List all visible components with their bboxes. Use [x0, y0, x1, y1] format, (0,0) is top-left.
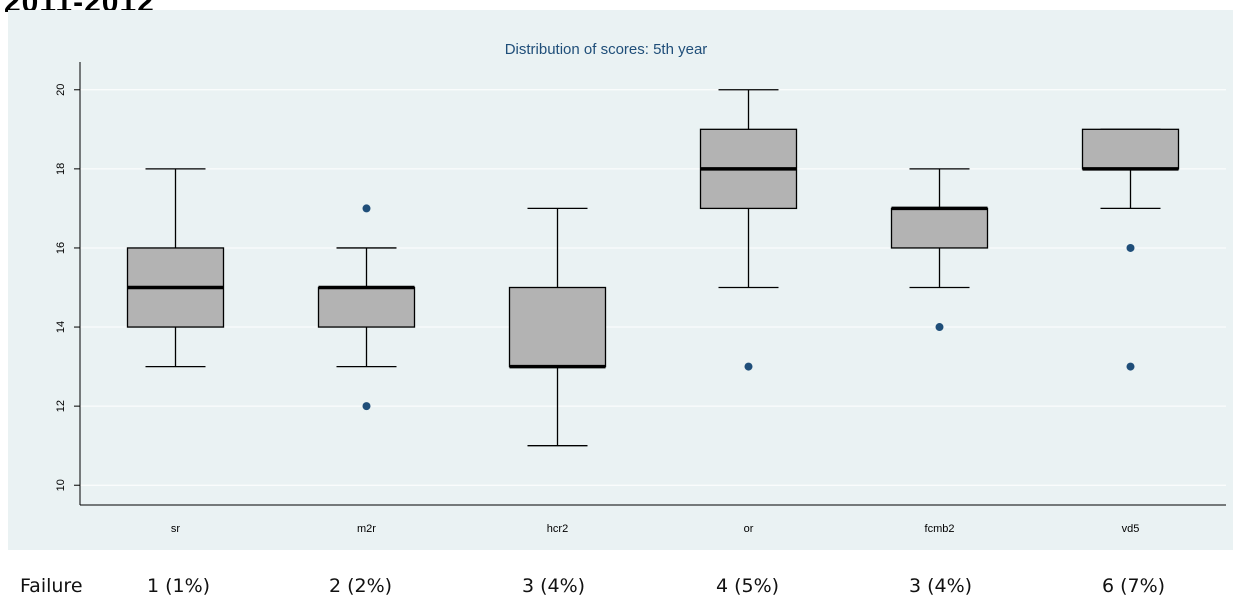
- iqr-box-fcmb2: [890, 207, 989, 249]
- failure-value-or: 4 (5%): [716, 575, 780, 597]
- failure-value-vd5: 6 (7%): [1102, 575, 1166, 597]
- box-or: [699, 89, 798, 371]
- axis-labels: 10 12 14 16 18 20 sr m2r hcr2 or fcmb2 vd5: [55, 84, 1139, 535]
- axes: [74, 62, 1226, 506]
- box-fcmb2: [890, 168, 989, 332]
- chart-title: Distribution of scores: 5th year: [505, 41, 708, 58]
- failure-label: Failure: [20, 575, 83, 597]
- failure-value-hcr2: 3 (4%): [522, 575, 586, 597]
- failure-value-fcmb2: 3 (4%): [909, 575, 973, 597]
- category-label-hcr2: hcr2: [547, 523, 568, 535]
- failure-value-m2r: 2 (2%): [329, 575, 393, 597]
- failure-row: Failure 1 (1%) 2 (2%) 3 (4%) 4 (5%) 3 (4…: [0, 575, 1233, 605]
- boxes: [126, 89, 1180, 447]
- box-sr: [126, 168, 225, 368]
- y-tick-label-20: 20: [55, 84, 67, 96]
- iqr-box-m2r: [317, 286, 416, 328]
- y-tick-label-10: 10: [55, 479, 67, 491]
- grid-lines: [80, 89, 1226, 486]
- outlier-m2r-1: [362, 402, 371, 411]
- box-hcr2: [508, 207, 607, 447]
- outlier-or-0: [744, 362, 753, 371]
- outlier-m2r-0: [362, 204, 371, 213]
- failure-value-sr: 1 (1%): [147, 575, 211, 597]
- outlier-vd5-0: [1126, 243, 1135, 252]
- iqr-box-hcr2: [508, 286, 607, 368]
- box-plot-chart: Distribution of scores: 5th year 1012141…: [55, 41, 1226, 535]
- category-label-fcmb2: fcmb2: [925, 523, 955, 535]
- y-tick-label-18: 18: [55, 163, 67, 175]
- chart-frame: Distribution of scores: 5th year 10 12 14 1…: [8, 10, 1233, 550]
- box-vd5: [1081, 128, 1180, 371]
- y-tick-label-16: 16: [55, 242, 67, 254]
- box-m2r: [317, 204, 416, 411]
- category-label-vd5: vd5: [1122, 523, 1140, 535]
- category-label-m2r: m2r: [357, 523, 376, 535]
- category-label-sr: sr: [171, 523, 181, 535]
- y-tick-label-12: 12: [55, 400, 67, 412]
- iqr-box-vd5: [1081, 128, 1180, 170]
- outlier-fcmb2-0: [935, 323, 944, 332]
- y-tick-label-14: 14: [55, 321, 67, 333]
- category-label-or: or: [744, 523, 754, 535]
- outlier-vd5-1: [1126, 362, 1135, 371]
